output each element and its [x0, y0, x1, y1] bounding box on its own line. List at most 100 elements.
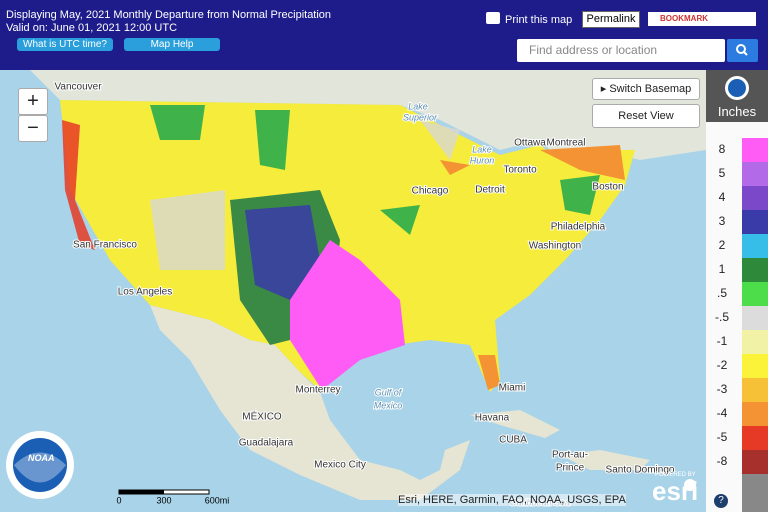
place-label: Santo Domingo: [606, 465, 675, 476]
help-button[interactable]: Map Help: [124, 38, 220, 51]
legend-label: .5: [716, 286, 727, 300]
place-label: MÉXICO: [242, 410, 282, 423]
place-label: Montreal: [547, 138, 586, 149]
noaa-small-logo: [725, 76, 749, 100]
legend-swatch: [742, 138, 768, 162]
place-label: Vancouver: [54, 82, 102, 93]
precip-red: [62, 120, 95, 250]
place-label: Chicago: [412, 186, 449, 197]
place-label: Prince: [556, 463, 585, 474]
precip-gray: [150, 120, 460, 270]
legend-label: 4: [718, 190, 726, 204]
legend-swatch: [742, 186, 768, 210]
search-button[interactable]: [727, 39, 758, 62]
scale-label: 0: [116, 495, 121, 505]
place-label: Detroit: [475, 185, 505, 196]
search-icon: [736, 44, 748, 56]
legend-label: 5: [718, 166, 726, 180]
switch-basemap[interactable]: ▸ Switch Basemap: [592, 78, 700, 100]
place-label: Mexico: [374, 400, 403, 410]
legend-label: -4: [716, 406, 728, 420]
place-label: Havana: [475, 413, 510, 424]
place-label: Lake: [472, 144, 492, 154]
legend-swatch: [742, 162, 768, 186]
legend-swatch: [742, 378, 768, 402]
legend-swatch: [742, 282, 768, 306]
caribbean-islands: [470, 410, 650, 470]
precip-magenta: [290, 240, 405, 390]
legend-label: -3: [716, 382, 728, 396]
legend: Inches ? 8 5 4 3 2 1 .5 -.5 -1 -2 -3 -4 -5 -8: [706, 70, 768, 512]
legend-label: -1: [716, 334, 728, 348]
header: Displaying May, 2021 Monthly Departure f…: [0, 0, 768, 70]
legend-title: Inches: [717, 104, 757, 119]
place-label: Port-au-: [552, 450, 588, 461]
canada: [30, 70, 706, 160]
help-icon[interactable]: ?: [714, 494, 728, 508]
print-link[interactable]: Print this map: [505, 14, 573, 26]
legend-label: -2: [716, 358, 728, 372]
switch-basemap-label: Switch Basemap: [609, 83, 692, 95]
title: Displaying May, 2021 Monthly Departure f…: [6, 9, 332, 21]
print-icon[interactable]: [486, 12, 500, 24]
conus: [60, 100, 635, 392]
esri-text: esri: [652, 476, 699, 506]
reset-view[interactable]: Reset View: [592, 104, 700, 128]
legend-swatch: [742, 234, 768, 258]
scale-label: 300: [156, 495, 171, 505]
zoom-out[interactable]: −: [18, 115, 48, 142]
legend-label: 2: [718, 238, 726, 252]
valid-time: Valid on: June 01, 2021 12:00 UTC: [6, 22, 178, 34]
noaa-text: NOAA: [28, 453, 55, 463]
scale-bar: [118, 489, 210, 495]
permalink[interactable]: Permalink: [582, 11, 640, 28]
legend-swatch: [742, 402, 768, 426]
place-label: Superior: [403, 112, 438, 122]
legend-label: -5: [716, 430, 728, 444]
place-label: Huron: [470, 155, 495, 165]
precip-blue: [245, 205, 320, 300]
legend-swatch: [742, 354, 768, 378]
place-label: Mexico City: [314, 460, 366, 471]
place-label: Boston: [592, 182, 623, 193]
legend-label: 1: [718, 262, 726, 276]
legend-label: 3: [718, 214, 726, 228]
legend-label: -8: [716, 454, 728, 468]
legend-swatch: [742, 306, 768, 330]
scale-label: 600mi: [205, 495, 230, 505]
esri-powered: POWERED BY: [655, 472, 696, 478]
legend-swatch: [742, 450, 768, 474]
legend-nodata: [742, 470, 768, 512]
esri-logo: [684, 479, 696, 491]
attribution: Esri, HERE, Garmin, FAO, NOAA, USGS, EPA: [398, 494, 626, 506]
mexico: [150, 305, 470, 500]
legend-swatch: [742, 330, 768, 354]
place-label: Gulf of: [375, 387, 403, 397]
zoom-in[interactable]: +: [18, 88, 48, 115]
legend-label: -.5: [714, 310, 729, 324]
place-label: Monterrey: [295, 385, 340, 396]
precip-green: [150, 105, 600, 235]
place-label: Lake: [408, 101, 428, 111]
place-label: CUBA: [499, 435, 527, 446]
place-label: Toronto: [503, 165, 537, 176]
place-label: Philadelphia: [551, 222, 606, 233]
search-input[interactable]: Find address or location: [517, 39, 725, 62]
place-label: Washington: [529, 241, 581, 252]
legend-swatch: [742, 258, 768, 282]
legend-swatch: [742, 426, 768, 450]
legend-label: 8: [718, 142, 726, 156]
place-label: San Francisco: [73, 240, 137, 251]
place-label: Miami: [499, 383, 526, 394]
legend-swatch: [742, 210, 768, 234]
place-label: Guadalajara: [239, 438, 294, 449]
precip-orange: [440, 145, 625, 390]
bookmark[interactable]: BOOKMARK: [648, 12, 756, 26]
noaa-logo: [6, 431, 74, 499]
utc-button[interactable]: What is UTC time?: [17, 38, 113, 51]
legend-header: [706, 70, 768, 122]
place-label: Los Angeles: [118, 287, 173, 298]
place-label: Ottawa: [514, 138, 546, 149]
